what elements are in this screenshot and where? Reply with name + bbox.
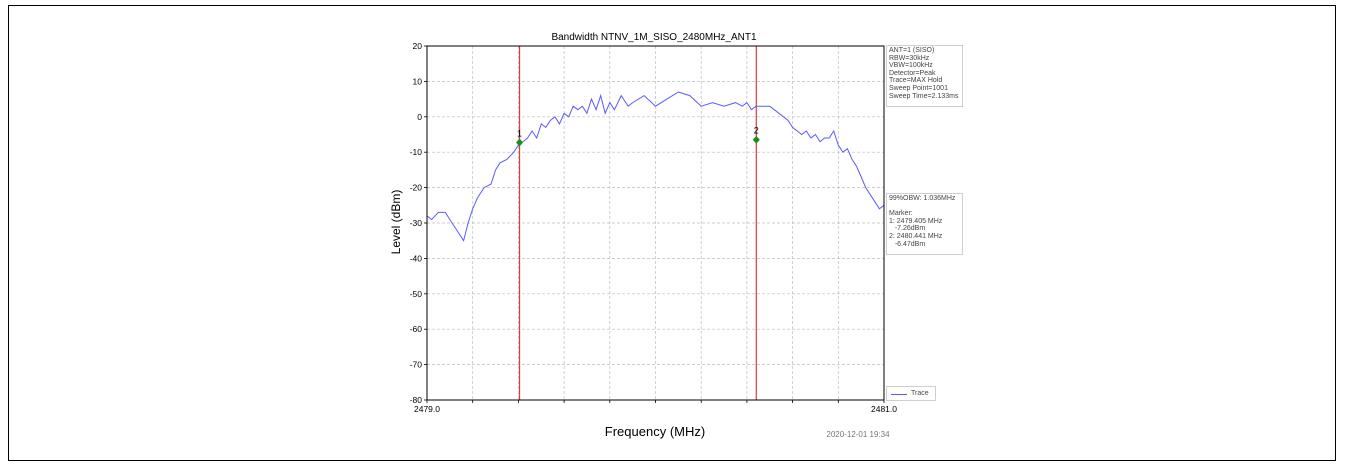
obw-info-line: -7.26dBm: [889, 225, 926, 233]
settings-info-box: ANT=1 (SISO) RBW=30kHz VBW=100kHz Detector=…: [886, 45, 963, 107]
timestamp: 2020-12-01 19:34: [826, 430, 890, 439]
obw-info-line: 99%OBW: 1.036MHz: [889, 195, 956, 202]
obw-info-line: [889, 203, 960, 211]
y-axis-label: Level (dBm): [389, 190, 403, 255]
marker-point: [516, 138, 524, 147]
y-tick-label: -50: [410, 289, 423, 299]
y-tick-label: -20: [410, 183, 423, 193]
y-tick-label: -70: [410, 360, 423, 370]
x-tick-label: 2481.0: [871, 404, 897, 414]
legend: Trace: [886, 386, 936, 401]
x-tick-label: 2479.0: [414, 404, 440, 414]
marker-point: [752, 135, 760, 144]
trace-line: [426, 91, 885, 242]
obw-marker-info-box: 99%OBW: 1.036MHz Marker: 1: 2479.405 MHz …: [886, 193, 963, 255]
settings-info-line: Sweep Point=1001: [889, 84, 948, 92]
obw-info-line: Marker:: [889, 210, 913, 218]
x-tick-labels: 2479.0 2481.0: [414, 400, 897, 414]
marker-lines: [518, 46, 757, 400]
y-tick-label: -10: [410, 147, 423, 157]
settings-info-line: VBW=100kHz: [889, 62, 933, 70]
obw-info-line: 2: 2480.441 MHz: [889, 232, 943, 240]
legend-label: Trace: [911, 390, 929, 397]
legend-swatch: [891, 394, 907, 395]
y-tick-labels: 20 10 0 -10 -20 -30 -40 -50 -60 -70 -80: [410, 41, 427, 405]
settings-info-line: Detector=Peak: [889, 69, 936, 77]
settings-info-line: ANT=1 (SISO): [889, 47, 935, 54]
chart-frame: [8, 5, 1336, 461]
marker-label: 2: [754, 126, 759, 136]
y-tick-label: 20: [413, 41, 423, 51]
x-axis-label: Frequency (MHz): [605, 424, 705, 439]
y-tick-label: -80: [410, 395, 423, 405]
y-tick-label: -60: [410, 324, 423, 334]
settings-info-line: Sweep Time=2.133ms: [889, 92, 959, 100]
y-tick-label: 10: [413, 76, 423, 86]
obw-info-line: -6.47dBm: [889, 240, 926, 248]
marker-label: 1: [517, 129, 522, 139]
y-tick-label: 0: [417, 112, 422, 122]
chart-title: Bandwidth NTNV_1M_SISO_2480MHz_ANT1: [551, 32, 757, 43]
settings-info-line: RBW=30kHz: [889, 54, 930, 62]
obw-info-line: 1: 2479.405 MHz: [889, 217, 943, 225]
grid-lines: [427, 46, 884, 400]
y-tick-label: -30: [410, 218, 423, 228]
settings-info-line: Trace=MAX Hold: [889, 77, 943, 85]
y-tick-label: -40: [410, 253, 423, 263]
